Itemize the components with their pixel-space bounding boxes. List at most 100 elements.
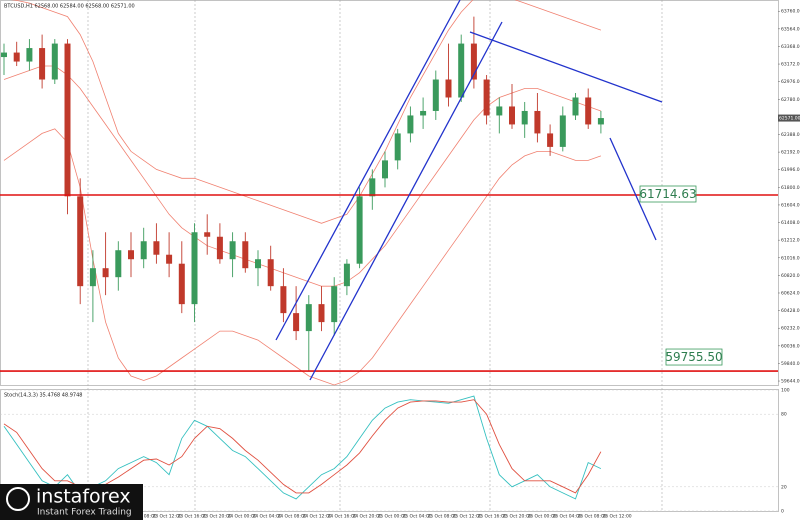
last-price-label: 62571.00: [779, 116, 800, 122]
candle-body: [305, 304, 312, 332]
stoch-tick-label: 0: [781, 509, 784, 515]
candle-body: [293, 313, 300, 332]
y-tick-label: 59840.00: [781, 361, 800, 367]
stoch-tick-label: 80: [781, 412, 787, 418]
candle-body: [178, 263, 185, 305]
candle-body: [229, 241, 236, 260]
main-frame: [0, 0, 779, 386]
candle-body: [166, 254, 173, 264]
candle-body: [521, 110, 528, 125]
candle-body: [77, 196, 84, 287]
candle-body: [216, 236, 223, 260]
candle-body: [140, 241, 147, 260]
candle-body: [331, 286, 338, 323]
x-tick-label: 25 Oct 12:00: [452, 514, 481, 520]
candle-body: [318, 304, 325, 323]
candle-body: [115, 250, 122, 278]
brand: instaforex: [36, 486, 131, 508]
candle-body: [204, 232, 211, 237]
candle-body: [280, 286, 287, 314]
y-tick-label: 61016.00: [781, 255, 800, 261]
x-tick-label: 23 Oct 12:00: [152, 514, 181, 520]
x-tick-label: 26 Oct 08:00: [577, 514, 606, 520]
bollinger-middle: [3, 65, 602, 287]
bollinger-upper: [10, 0, 602, 224]
y-tick-label: 61996.00: [781, 167, 800, 173]
x-tick-label: 25 Oct 04:00: [402, 514, 431, 520]
candle-body: [547, 133, 554, 147]
candle-body: [39, 48, 46, 80]
x-tick-label: 25 Oct 08:00: [427, 514, 456, 520]
candle-body: [343, 263, 350, 287]
y-tick-label: 63564.00: [781, 26, 800, 32]
candle-body: [585, 97, 592, 125]
candle-body: [483, 79, 490, 116]
candle-body: [559, 115, 566, 147]
candle-body: [407, 115, 414, 134]
x-tick-label: 24 Oct 00:00: [227, 514, 256, 520]
candle-body: [1, 52, 7, 58]
candle-body: [191, 232, 198, 305]
candle-body: [496, 106, 503, 116]
x-tick-label: 24 Oct 20:00: [352, 514, 381, 520]
x-tick-label: 23 Oct 20:00: [202, 514, 231, 520]
level-box: [639, 185, 697, 203]
candle-body: [394, 133, 401, 161]
y-tick-label: 60624.00: [781, 290, 800, 296]
x-tick-label: 24 Oct 04:00: [252, 514, 281, 520]
chart-title: BTCUSD,H1 62568.00 62584.00 62568.00 625…: [4, 4, 135, 10]
candle-body: [242, 241, 249, 269]
candle-body: [369, 178, 376, 197]
candle-body: [26, 48, 33, 62]
projection: [609, 137, 657, 241]
y-tick-label: 62780.00: [781, 97, 800, 103]
y-tick-label: 60428.00: [781, 308, 800, 314]
y-tick-label: 62976.00: [781, 79, 800, 85]
y-tick-label: 60036.00: [781, 343, 800, 349]
level-label: 59755.50: [665, 350, 722, 364]
tagline: Instant Forex Trading: [37, 508, 132, 518]
candle-body: [445, 79, 452, 98]
x-tick-label: 25 Oct 20:00: [502, 514, 531, 520]
y-tick-label: 61800.00: [781, 185, 800, 191]
y-tick-label: 61408.00: [781, 220, 800, 226]
candle-body: [267, 259, 274, 287]
candle-body: [572, 97, 579, 116]
x-tick-label: 24 Oct 16:00: [327, 514, 356, 520]
x-tick-label: 26 Oct 04:00: [552, 514, 581, 520]
y-tick-label: 59644.00: [781, 379, 800, 385]
logo: [6, 487, 30, 511]
candle-body: [458, 43, 465, 98]
candle-body: [420, 110, 427, 116]
y-tick-label: 63172.00: [781, 62, 800, 68]
y-tick-label: 61212.00: [781, 238, 800, 244]
trendlines: [275, 0, 663, 381]
x-tick-label: 23 Oct 16:00: [177, 514, 206, 520]
candle-body: [470, 43, 477, 80]
x-tick-label: 25 Oct 00:00: [377, 514, 406, 520]
y-tick-label: 60820.00: [781, 273, 800, 279]
watermark: instaforex Instant Forex Trading: [0, 484, 143, 520]
stoch-tick-label: 20: [781, 484, 787, 490]
candle-body: [64, 43, 71, 197]
x-tick-label: 24 Oct 12:00: [302, 514, 331, 520]
y-tick-label: 62388.00: [781, 132, 800, 138]
x-tick-label: 26 Oct 00:00: [527, 514, 556, 520]
resistance-line: [469, 31, 663, 103]
y-tick-label: 62192.00: [781, 150, 800, 156]
candle-body: [534, 110, 541, 134]
candle-body: [382, 160, 388, 179]
y-tick-label: 61604.00: [781, 202, 800, 208]
candle-body: [356, 196, 363, 264]
y-tick-label: 63760.00: [781, 9, 800, 15]
stoch-frame: [0, 389, 779, 512]
candle-body: [432, 79, 439, 111]
level-box: [665, 348, 723, 366]
channel-upper: [275, 0, 461, 341]
channel-lower: [309, 21, 503, 381]
y-tick-label: 63368.00: [781, 44, 800, 50]
candle-body: [102, 268, 109, 278]
